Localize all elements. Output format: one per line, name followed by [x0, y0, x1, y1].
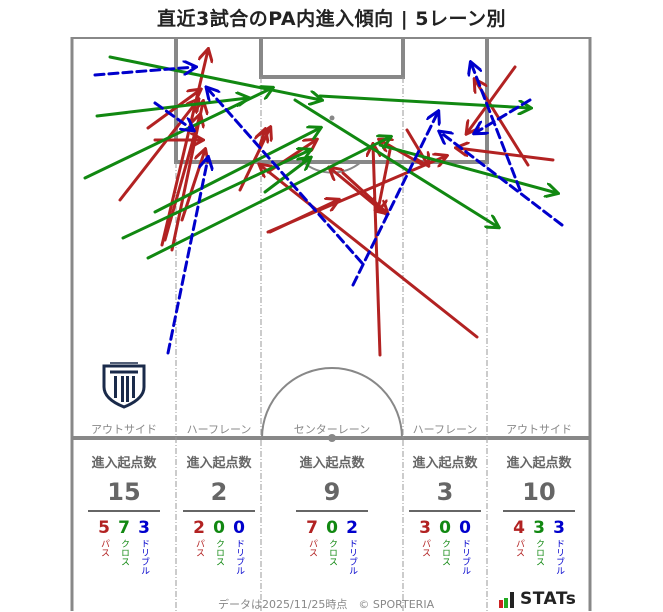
dribble-label: ドリブル — [554, 539, 564, 575]
cross-label: クロス — [534, 539, 544, 566]
cross-arrow — [263, 158, 310, 194]
pass-label: パス — [420, 539, 430, 557]
entry-count-header: 進入起点数 — [506, 456, 572, 471]
pass-arrow — [146, 90, 200, 130]
chart-title: 直近3試合のPA内進入傾向 | 5レーン別 — [156, 8, 507, 30]
entry-count-header: 進入起点数 — [186, 456, 252, 471]
cross-label: クロス — [440, 539, 450, 566]
dribble-count: 2 — [346, 518, 358, 538]
cross-label: クロス — [327, 539, 337, 566]
entry-total: 3 — [436, 478, 454, 506]
lane-label-outside-left: アウトサイド — [91, 423, 157, 436]
cross-count: 3 — [533, 518, 545, 538]
entry-total: 9 — [323, 478, 341, 506]
pass-count: 7 — [306, 518, 318, 538]
entry-count-header: 進入起点数 — [299, 456, 365, 471]
pass-count: 2 — [193, 518, 205, 538]
dribble-arrow — [166, 158, 208, 355]
cross-count: 0 — [213, 518, 225, 538]
cross-arrow — [108, 55, 321, 100]
cross-count: 0 — [326, 518, 338, 538]
lane-stats-outside-right: 進入起点数 10 4 パス 3 クロス 3 ドリブル — [499, 452, 579, 575]
dribble-arrow — [475, 98, 532, 133]
cross-arrow — [146, 137, 390, 260]
dribble-arrow — [440, 132, 564, 227]
divider — [409, 510, 481, 512]
lane-stats-halfspace-left: 進入起点数 2 2 パス 0 クロス 0 ドリブル — [179, 452, 259, 575]
dribble-count: 3 — [138, 518, 150, 538]
dribble-count: 0 — [233, 518, 245, 538]
cross-label: クロス — [214, 539, 224, 566]
stats-wordmark: STATs — [520, 589, 577, 609]
cross-arrow — [83, 88, 272, 180]
dribble-count: 3 — [553, 518, 565, 538]
dribble-arrow — [351, 112, 438, 287]
footer-credit: データは2025/11/25時点 © SPORTERIA — [218, 598, 435, 611]
dribble-label: ドリブル — [139, 539, 149, 575]
lane-stats-outside-left: 進入起点数 15 5 パス 7 クロス 3 ドリブル — [84, 452, 164, 575]
dribble-label: ドリブル — [347, 539, 357, 575]
entry-total: 10 — [522, 478, 556, 506]
pass-arrow — [118, 100, 198, 202]
entry-total: 15 — [107, 478, 141, 506]
lane-label-outside-right: アウトサイド — [506, 423, 572, 436]
pass-label: パス — [99, 539, 109, 557]
team-crest-icon — [102, 362, 146, 409]
dribble-arrow — [471, 63, 522, 192]
dribble-count: 0 — [459, 518, 471, 538]
pass-label: パス — [514, 539, 524, 557]
pass-arrow — [457, 148, 555, 162]
divider — [183, 510, 255, 512]
cross-label: クロス — [119, 539, 129, 566]
pass-arrow — [160, 50, 208, 247]
pass-arrow — [260, 130, 265, 147]
cross-count: 7 — [118, 518, 130, 538]
lane-label-halfspace-left: ハーフレーン — [186, 423, 252, 436]
pass-label: パス — [307, 539, 317, 557]
lane-stats-center: 進入起点数 9 7 パス 0 クロス 2 ドリブル — [292, 452, 372, 575]
cross-arrow — [293, 98, 498, 227]
pass-count: 3 — [419, 518, 431, 538]
dribble-arrow — [93, 67, 195, 77]
lane-stats-halfspace-right: 進入起点数 3 3 パス 0 クロス 0 ドリブル — [405, 452, 485, 575]
cross-arrow — [318, 94, 530, 108]
pass-arrow — [405, 128, 428, 165]
dribble-label: ドリブル — [460, 539, 470, 575]
cross-arrows — [83, 55, 557, 260]
dribble-arrow — [207, 88, 364, 265]
pass-arrow — [373, 145, 382, 357]
cross-arrow — [378, 143, 557, 193]
entry-total: 2 — [210, 478, 228, 506]
divider — [88, 510, 160, 512]
lane-label-center: センターレーン — [293, 423, 371, 436]
pass-count: 4 — [513, 518, 525, 538]
dribble-label: ドリブル — [234, 539, 244, 575]
lane-label-halfspace-right: ハーフレーン — [412, 423, 478, 436]
dribble-arrow — [153, 101, 193, 130]
dribble-arrows — [93, 63, 564, 355]
cross-arrow — [121, 150, 310, 240]
pass-label: パス — [194, 539, 204, 557]
entry-count-header: 進入起点数 — [412, 456, 478, 471]
divider — [503, 510, 575, 512]
cross-arrow — [95, 98, 248, 118]
divider — [296, 510, 368, 512]
pass-arrow — [378, 148, 392, 210]
stats-logo: STATs — [499, 590, 576, 608]
entry-count-header: 進入起点数 — [91, 456, 157, 471]
cross-arrow — [153, 128, 320, 214]
pass-count: 5 — [98, 518, 110, 538]
cross-count: 0 — [439, 518, 451, 538]
bar-chart-icon — [499, 592, 514, 608]
